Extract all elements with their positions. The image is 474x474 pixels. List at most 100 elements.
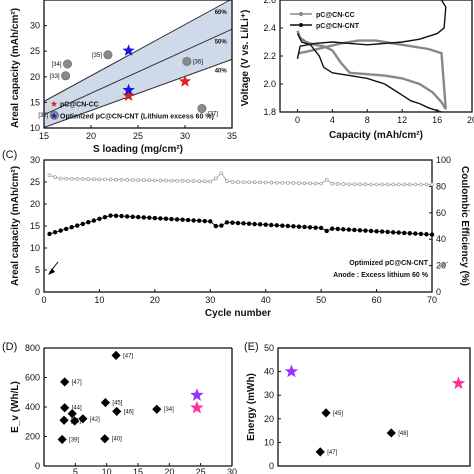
ce-point — [396, 182, 401, 187]
capacity-point — [352, 227, 357, 233]
x-tick-label: 20 — [86, 131, 96, 141]
capacity-point — [241, 221, 246, 226]
capacity-point — [86, 220, 91, 225]
y2-tick-label: 0 — [436, 287, 441, 297]
ce-point — [147, 178, 152, 183]
y-tick-label: 20 — [264, 414, 274, 424]
ce-point — [380, 182, 384, 187]
efficiency-line-label: 60% — [215, 10, 228, 16]
highlight-star-1 — [190, 400, 204, 414]
ce-point — [213, 176, 218, 181]
x-tick-label: 15 — [133, 467, 143, 474]
panel-e-frame — [277, 347, 471, 467]
ce-point — [153, 178, 157, 183]
capacity-point — [119, 213, 124, 219]
ce-point — [64, 176, 69, 181]
y-tick-label: 2.0 — [263, 79, 276, 89]
capacity-point — [335, 226, 340, 232]
capacity-point — [80, 221, 86, 227]
ce-point — [86, 177, 91, 181]
capacity-point — [213, 223, 219, 229]
reference-label: [47] — [72, 380, 82, 386]
x-tick-label: 30 — [205, 295, 215, 305]
arrow-left-head — [48, 268, 55, 275]
y-tick-label: 10 — [264, 437, 274, 447]
ce-point — [335, 182, 340, 186]
capacity-point — [363, 228, 368, 233]
efficiency-line-0 — [43, 0, 232, 102]
ce-point — [313, 181, 318, 186]
capacity-point — [269, 222, 274, 228]
ce-point — [141, 178, 146, 183]
y2-tick-label: 40 — [436, 234, 446, 244]
capacity-point — [102, 215, 108, 220]
ce-point — [158, 178, 163, 183]
capacity-point — [252, 221, 257, 227]
reference-label: [40] — [112, 437, 122, 443]
reference-diamond — [315, 447, 325, 457]
ce-point — [175, 178, 179, 183]
capacity-point — [346, 227, 352, 232]
y-tick-label: 5 — [35, 265, 40, 275]
reference-point — [197, 104, 207, 114]
arrow-right-head — [439, 262, 445, 267]
capacity-point — [47, 231, 52, 237]
panel-label: (C) — [2, 149, 17, 161]
x-axis-label: S loading (mg/cm²) — [93, 144, 183, 155]
y-tick-label: 800 — [25, 343, 40, 353]
y-tick-label: 30 — [264, 390, 274, 400]
reference-label: [34] — [164, 407, 174, 413]
reference-label: [36] — [193, 59, 203, 65]
capacity-point — [147, 215, 152, 220]
ce-point — [347, 182, 351, 186]
reference-label: [47] — [123, 353, 133, 359]
x-tick-label: 5 — [73, 467, 78, 474]
y-tick-label: 30 — [30, 21, 40, 31]
ce-point — [274, 180, 279, 185]
y-tick-label: 0 — [35, 287, 40, 297]
y-axis-label: Energy (mWh) — [246, 373, 257, 441]
efficiency-line-label: 40% — [215, 68, 228, 74]
capacity-point — [318, 225, 324, 231]
x-tick-label: 12 — [397, 115, 407, 125]
ce-point — [280, 180, 285, 185]
capacity-point — [341, 227, 346, 232]
legend-label: pC@CN-CC — [316, 12, 355, 19]
reference-diamond — [78, 414, 88, 424]
capacity-point — [202, 218, 207, 224]
y-tick-label: 2.6 — [263, 0, 276, 5]
ce-point — [430, 182, 434, 187]
capacity-point — [124, 214, 130, 219]
capacity-point — [69, 225, 74, 230]
capacity-point — [174, 217, 180, 222]
ce-point — [247, 180, 251, 185]
ce-point — [319, 181, 323, 186]
ce-point — [97, 177, 102, 182]
ce-point — [191, 179, 196, 183]
ce-point — [186, 179, 190, 183]
capacity-point — [274, 223, 279, 228]
y-tick-label: 25 — [30, 177, 40, 187]
ce-point — [341, 182, 346, 186]
reference-label: [35] — [92, 53, 102, 59]
y-axis-label: Areal capacity (mAh/cm²) — [10, 166, 21, 286]
reference-label: [32] — [38, 113, 48, 119]
ce-point — [225, 179, 229, 183]
capacity-point — [391, 230, 396, 235]
capacity-point — [108, 213, 113, 218]
ce-point — [130, 178, 135, 182]
legend-label: pC@CN-CC — [60, 102, 99, 109]
series-star-1 — [122, 83, 135, 96]
ce-point — [385, 182, 390, 187]
capacity-point — [296, 224, 302, 229]
y-tick-label: 600 — [25, 373, 40, 383]
efficiency-band — [44, 0, 232, 128]
ce-point — [258, 180, 263, 185]
y-tick-label: 25 — [30, 46, 40, 56]
capacity-point — [402, 230, 407, 236]
ce-point — [103, 177, 107, 182]
ce-point — [241, 180, 246, 184]
panel-label: (D) — [2, 341, 17, 353]
series-star-0 — [122, 89, 135, 101]
y-tick-label: 1.8 — [263, 107, 276, 117]
